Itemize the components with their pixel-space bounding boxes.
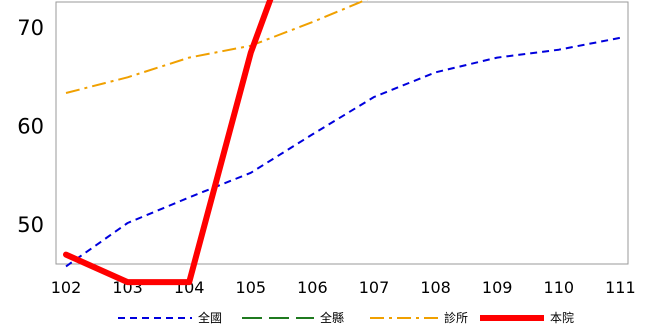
series-lines [63, 0, 621, 286]
x-tick-label: 110 [544, 278, 575, 297]
plot-frame [55, 1, 629, 265]
x-tick-label: 109 [482, 278, 513, 297]
series-line-4 [63, 0, 274, 286]
x-axis-ticks: 102 103 104 105 106 107 108 109 110 111 [51, 278, 636, 297]
y-tick-label: 70 [17, 16, 44, 40]
y-tick-label: 60 [17, 115, 44, 139]
legend-label: 全縣 [320, 310, 344, 325]
legend-label: 本院 [550, 311, 574, 325]
legend: 全國 全縣 診所 本院 [118, 310, 574, 325]
x-tick-label: 105 [236, 278, 267, 297]
x-tick-label: 106 [297, 278, 328, 297]
series-line-1 [65, 36, 621, 268]
x-tick-label: 108 [420, 278, 451, 297]
legend-label: 全國 [198, 310, 222, 325]
y-axis-ticks: 5060708090 [17, 16, 44, 237]
legend-label: 診所 [444, 310, 468, 325]
series-line-3 [65, 0, 369, 94]
x-tick-label: 107 [359, 278, 390, 297]
x-tick-label: 111 [605, 278, 636, 297]
x-tick-label: 102 [51, 278, 82, 297]
y-tick-label: 50 [17, 213, 44, 237]
